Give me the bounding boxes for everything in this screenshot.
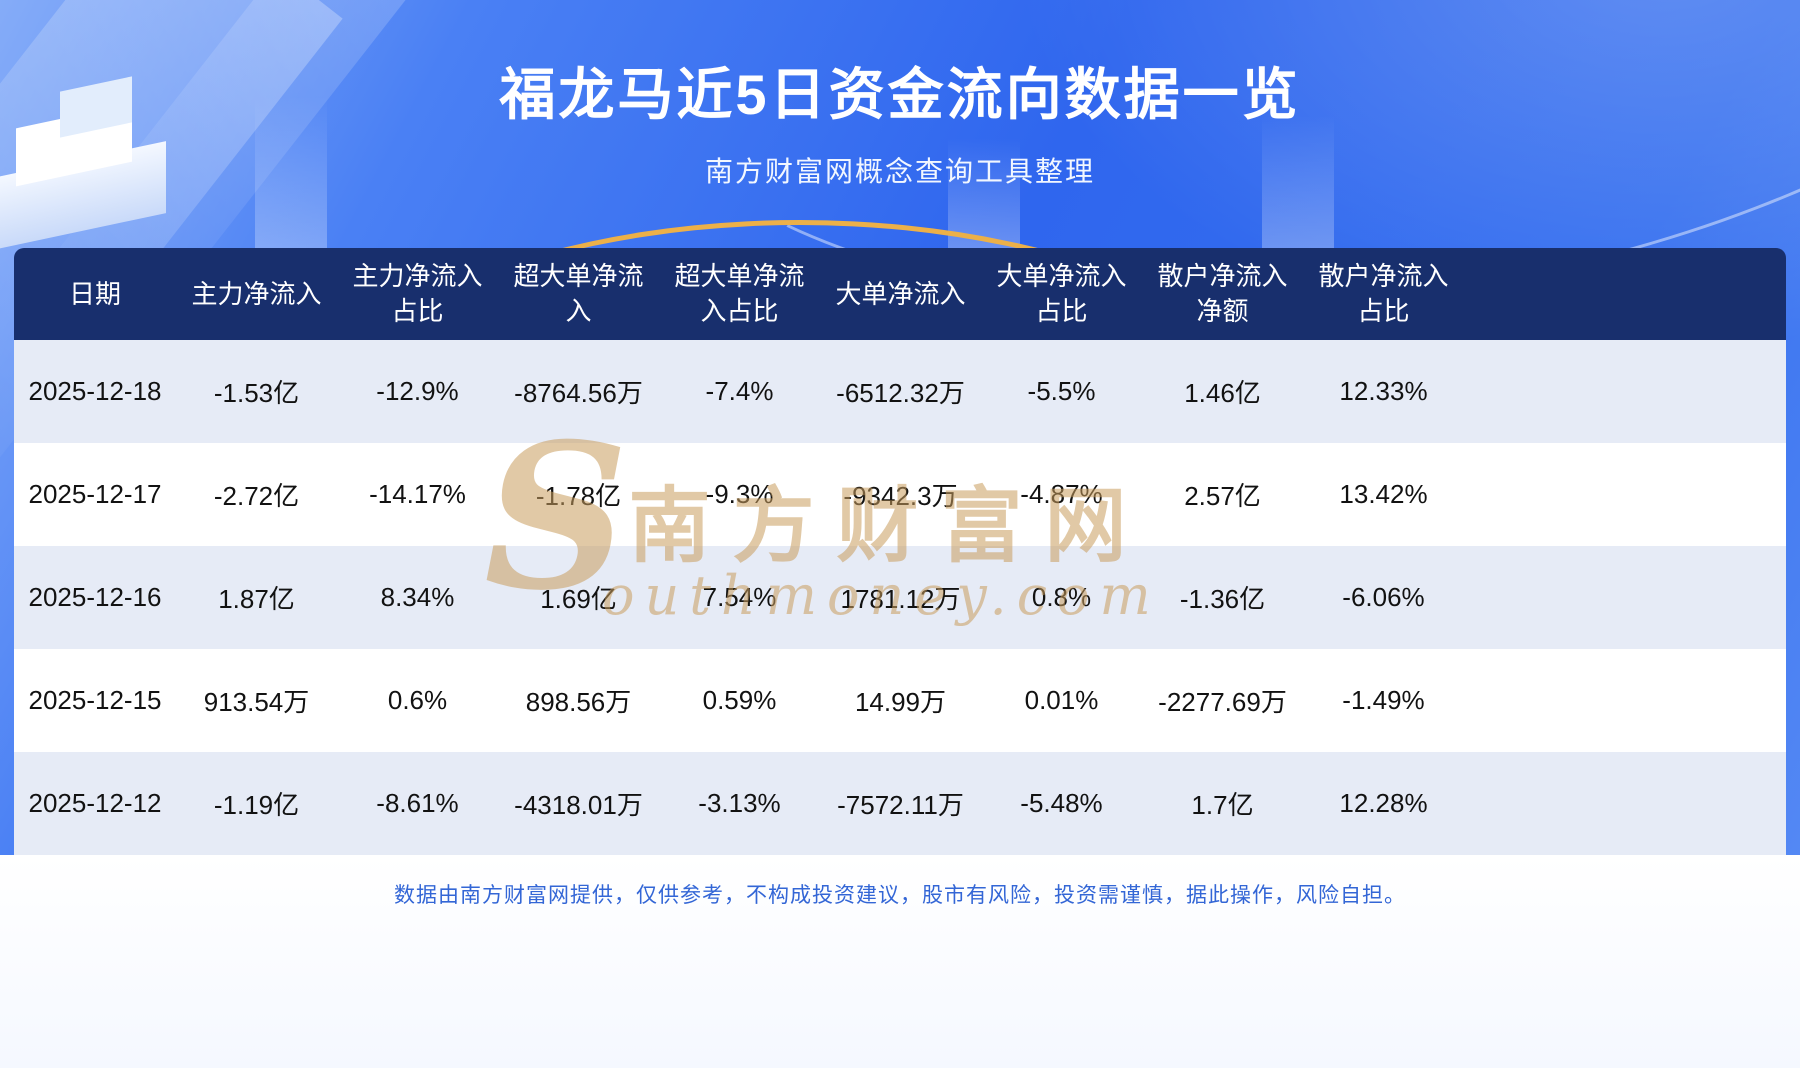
cell-large-order-net-inflow-pct: -4.87% [1020,479,1103,509]
cell-retail-net-inflow-pct: 12.33% [1339,376,1428,406]
table-row: 2025-12-12 -1.19亿 -8.61% -4318.01万 -3.13… [14,752,1786,855]
cell-xl-order-net-inflow-pct: 0.59% [702,685,777,715]
cell-large-order-net-inflow: 14.99万 [854,687,947,717]
cell-xl-order-net-inflow-pct: -7.4% [705,376,774,406]
col-header-retail-net-inflow: 散户净流入 净额 [1157,261,1288,326]
table-row: 2025-12-16 1.87亿 8.34% 1.69亿 7.54% 1781.… [14,546,1786,649]
col-header-xl-order-net-inflow: 超大单净流 入 [513,261,644,326]
cell-date: 2025-12-18 [28,376,162,406]
cell-large-order-net-inflow: -7572.11万 [837,790,964,820]
light-pillar-decoration [255,96,327,248]
cell-main-net-inflow: -1.53亿 [213,378,300,408]
cell-retail-net-inflow-pct: 13.42% [1339,479,1428,509]
cell-large-order-net-inflow: -6512.32万 [836,378,965,408]
cell-date: 2025-12-12 [28,788,162,818]
cell-xl-order-net-inflow-pct: -3.13% [698,788,781,818]
cell-retail-net-inflow-pct: -6.06% [1342,582,1425,612]
col-header-xl-order-net-inflow-pct: 超大单净流 入占比 [674,261,805,326]
cell-xl-order-net-inflow: -1.78亿 [535,481,622,511]
light-pillar-decoration [948,138,1020,248]
cell-main-net-inflow-pct: -12.9% [376,376,459,406]
col-header-large-order-net-inflow-pct: 大单净流入 占比 [996,261,1127,326]
cell-date: 2025-12-16 [28,582,162,612]
cell-main-net-inflow: -1.19亿 [213,790,300,820]
cell-date: 2025-12-17 [28,479,162,509]
cell-retail-net-inflow: 1.46亿 [1184,378,1261,408]
fund-flow-table: 日期 主力净流入 主力净流入 占比 超大单净流 入 超大单净流 入占比 大单净流… [14,248,1786,855]
cell-xl-order-net-inflow: 1.69亿 [540,584,617,614]
col-header-retail-net-inflow-pct: 散户净流入 占比 [1318,261,1449,326]
cell-main-net-inflow: 1.87亿 [218,584,295,614]
cell-large-order-net-inflow: 1781.12万 [840,584,961,614]
cell-xl-order-net-inflow-pct: 7.54% [702,582,777,612]
cell-main-net-inflow-pct: -8.61% [376,788,459,818]
cell-retail-net-inflow: -2277.69万 [1158,687,1287,717]
cell-main-net-inflow-pct: -14.17% [369,479,466,509]
col-header-large-order-net-inflow: 大单净流入 [835,278,966,309]
cell-main-net-inflow: -2.72亿 [213,481,300,511]
cell-retail-net-inflow: 1.7亿 [1191,790,1254,820]
cell-large-order-net-inflow: -9342.3万 [843,481,958,511]
cell-retail-net-inflow-pct: 12.28% [1339,788,1428,818]
cell-large-order-net-inflow-pct: 0.01% [1024,685,1099,715]
cell-retail-net-inflow: -1.36亿 [1179,584,1266,614]
cell-xl-order-net-inflow-pct: -9.3% [705,479,774,509]
disclaimer-text: 数据由南方财富网提供，仅供参考，不构成投资建议，股市有风险，投资需谨慎，据此操作… [394,884,1406,907]
page-subtitle: 南方财富网概念查询工具整理 [704,156,1095,187]
col-header-date: 日期 [68,278,121,309]
light-pillar-decoration [1262,116,1334,248]
col-header-main-net-inflow-pct: 主力净流入 占比 [352,261,483,326]
cell-main-net-inflow-pct: 8.34% [380,582,455,612]
cell-xl-order-net-inflow: -8764.56万 [514,378,643,408]
cell-date: 2025-12-15 [28,685,162,715]
table-row: 2025-12-17 -2.72亿 -14.17% -1.78亿 -9.3% -… [14,443,1786,546]
cell-large-order-net-inflow-pct: 0.8% [1031,582,1092,612]
footer-bar: 数据由南方财富网提供，仅供参考，不构成投资建议，股市有风险，投资需谨慎，据此操作… [0,855,1800,1068]
page-title: 福龙马近5日资金流向数据一览 [499,63,1301,126]
gold-arc-decoration [255,220,1345,780]
cell-xl-order-net-inflow: 898.56万 [525,687,632,717]
cell-main-net-inflow: 913.54万 [203,687,310,717]
table-row: 2025-12-15 913.54万 0.6% 898.56万 0.59% 14… [14,649,1786,752]
cell-xl-order-net-inflow: -4318.01万 [514,790,643,820]
cell-large-order-net-inflow-pct: -5.48% [1020,788,1103,818]
cell-large-order-net-inflow-pct: -5.5% [1027,376,1096,406]
col-header-main-net-inflow: 主力净流入 [191,278,322,309]
cell-retail-net-inflow: 2.57亿 [1184,481,1261,511]
cell-retail-net-inflow-pct: -1.49% [1342,685,1425,715]
cell-main-net-inflow-pct: 0.6% [387,685,448,715]
table-header-row: 日期 主力净流入 主力净流入 占比 超大单净流 入 超大单净流 入占比 大单净流… [14,248,1786,340]
table-row: 2025-12-18 -1.53亿 -12.9% -8764.56万 -7.4%… [14,340,1786,443]
